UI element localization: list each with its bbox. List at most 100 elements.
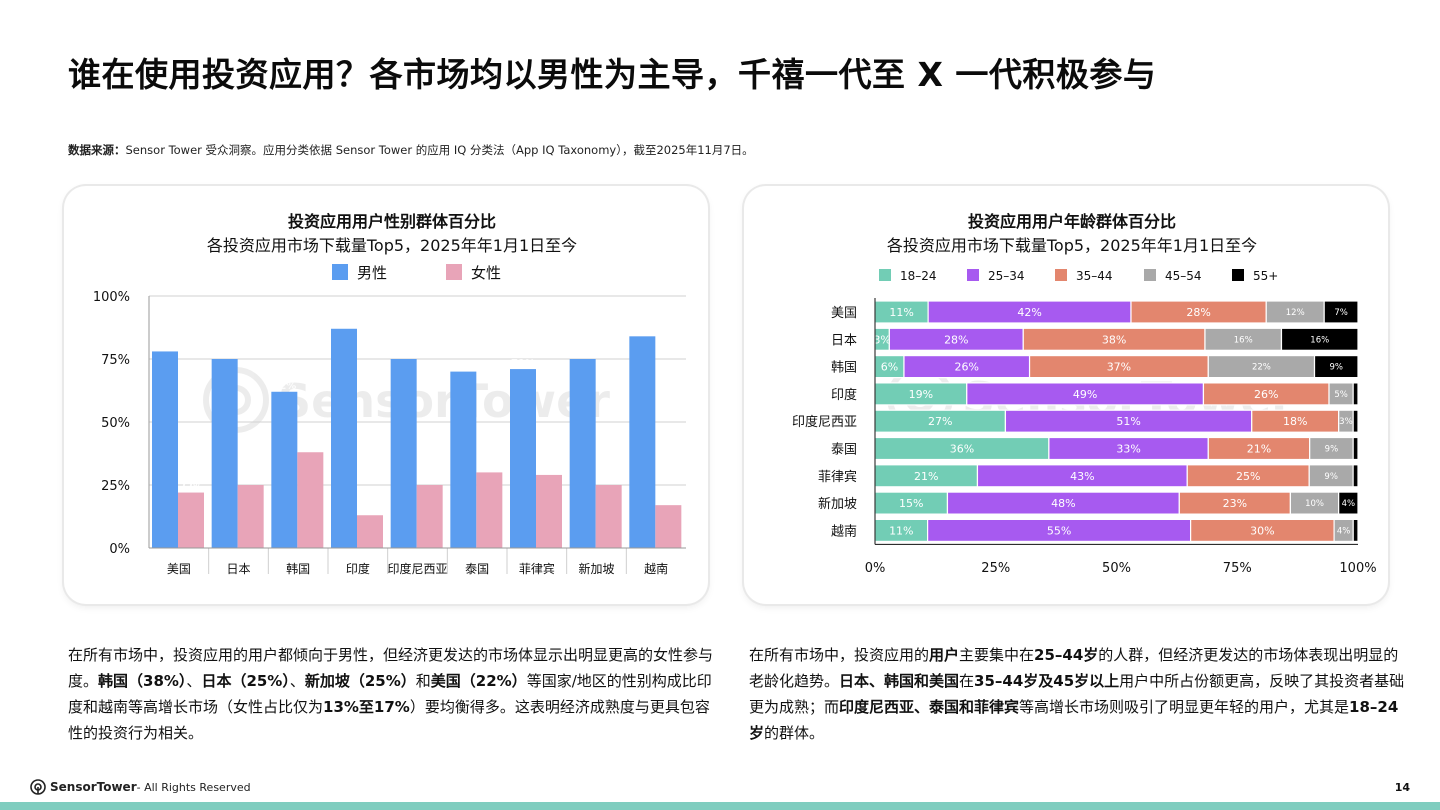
sensortower-logo-icon xyxy=(30,779,46,795)
y-category-label: 泰国 xyxy=(831,443,857,458)
gender-insight-paragraph: 在所有市场中，投资应用的用户都倾向于男性，但经济更发达的市场体显示出明显更高的女… xyxy=(68,642,724,746)
x-tick-label: 100% xyxy=(1339,561,1376,576)
segment-value-label: 9% xyxy=(1324,472,1338,482)
legend-label-female: 女性 xyxy=(471,264,501,282)
bar-value-label: 17% xyxy=(656,494,680,505)
bar-male xyxy=(510,369,536,548)
bar-value-label: 30% xyxy=(477,461,501,472)
gender-insight-run: 等国家/地区的性别构成比印度和越南等高增长市场（女性占比仅为 xyxy=(68,672,712,716)
legend-label-age-group: 18–24 xyxy=(900,269,937,283)
y-tick-label: 100% xyxy=(93,290,130,305)
legend-swatch-age-group xyxy=(1232,269,1244,281)
legend-swatch-age-group xyxy=(967,269,979,281)
age-insight-run: 18–24岁 xyxy=(749,698,1399,742)
age-insight-run: 日本、韩国和美国 xyxy=(839,672,960,690)
gender-chart: 投资应用用户性别群体百分比各投资应用市场下载量Top5，2025年年1月1日至今… xyxy=(93,212,686,576)
bar-value-label: 75% xyxy=(571,348,595,359)
bar-segment xyxy=(1280,327,1359,351)
bar-female xyxy=(178,492,204,548)
legend-swatch-female xyxy=(446,264,462,280)
source-label: 数据来源： xyxy=(68,143,126,157)
gender-insight-run: 韩国（38%） xyxy=(98,672,187,690)
x-tick-label: 印度 xyxy=(346,561,370,576)
y-category-label: 菲律宾 xyxy=(818,469,857,485)
gender-chart-subtitle: 各投资应用市场下载量Top5，2025年年1月1日至今 xyxy=(207,236,577,255)
page-title: 谁在使用投资应用？各市场均以男性为主导，千禧一代至 X 一代积极参与 xyxy=(68,55,1157,94)
bar-segment xyxy=(1352,409,1359,433)
segment-value-label: 38% xyxy=(1102,333,1126,346)
x-tick-label: 泰国 xyxy=(465,562,489,576)
bar-male xyxy=(211,359,238,548)
bar-male xyxy=(569,359,596,548)
bar-value-label: 70% xyxy=(451,361,475,372)
x-tick-label: 印度尼西亚 xyxy=(387,561,447,576)
gender-chart-card: 投资应用用户性别群体百分比 各投资应用市场下载量Top5，2025年年1月1日至今… xyxy=(64,186,708,604)
y-category-label: 越南 xyxy=(831,523,857,539)
age-insight-run: 用户中所占份额更高，反映了其投资者基础更为成熟；而 xyxy=(749,672,1405,716)
age-insight-run: 35–44岁及45岁以上 xyxy=(974,672,1120,690)
age-chart: 投资应用用户年龄群体百分比各投资应用市场下载量Top5，2025年年1月1日至今… xyxy=(792,212,1377,576)
bar-male xyxy=(450,371,477,548)
page-number: 14 xyxy=(1394,781,1410,794)
bar-value-label: 22% xyxy=(179,482,203,493)
bar-value-label: 75% xyxy=(392,348,416,359)
y-tick-label: 50% xyxy=(101,416,130,431)
bar-value-label: 78% xyxy=(153,340,177,351)
bar-female xyxy=(416,485,443,548)
bar-value-label: 87% xyxy=(332,318,356,329)
y-tick-label: 25% xyxy=(101,479,130,494)
segment-value-label: 21% xyxy=(1247,443,1271,456)
age-insight-run: 25–44岁 xyxy=(1034,646,1099,664)
segment-value-label: 21% xyxy=(914,470,938,483)
bar-value-label: 25% xyxy=(239,474,263,485)
bar-value-label: 62% xyxy=(272,381,296,392)
bar-value-label: 25% xyxy=(597,474,621,485)
age-insight-run: 用户 xyxy=(929,646,960,664)
segment-value-label: 26% xyxy=(955,361,979,374)
legend-label-age-group: 45–54 xyxy=(1165,269,1202,283)
watermark-text: SensorTower xyxy=(278,374,610,428)
segment-value-label: 28% xyxy=(1186,306,1210,319)
bar-male xyxy=(629,336,656,548)
segment-value-label: 48% xyxy=(1051,497,1075,510)
gender-insight-run: 13%至17% xyxy=(323,698,410,716)
bar-value-label: 75% xyxy=(213,348,237,359)
bar-segment xyxy=(1352,464,1359,488)
segment-value-label: 51% xyxy=(1116,415,1140,428)
y-category-label: 日本 xyxy=(831,333,857,348)
age-insight-run: 在所有市场中，投资应用的 xyxy=(749,646,930,664)
segment-value-label: 27% xyxy=(928,415,952,428)
y-tick-label: 0% xyxy=(109,542,130,557)
segment-value-label: 4% xyxy=(1342,499,1356,509)
footer-brand: SensorTower xyxy=(50,780,137,794)
segment-value-label: 12% xyxy=(1286,308,1305,318)
segment-value-label: 6% xyxy=(881,361,898,374)
segment-value-label: 26% xyxy=(1254,388,1278,401)
segment-value-label: 7% xyxy=(1334,308,1348,318)
legend-swatch-age-group xyxy=(1144,269,1156,281)
bar-female xyxy=(595,485,622,548)
legend-swatch-male xyxy=(332,264,348,280)
segment-value-label: 28% xyxy=(944,333,968,346)
legend-label-age-group: 55+ xyxy=(1253,269,1278,283)
bar-segment xyxy=(1323,300,1359,324)
x-tick-label: 新加坡 xyxy=(578,561,614,576)
data-source-note: 数据来源：Sensor Tower 受众洞察。应用分类依据 Sensor Tow… xyxy=(68,142,754,158)
bar-female xyxy=(297,452,324,548)
segment-value-label: 10% xyxy=(1305,499,1324,509)
x-tick-label: 0% xyxy=(865,561,886,576)
gender-insight-run: 美国（22%） xyxy=(430,672,527,690)
y-category-label: 美国 xyxy=(831,306,857,321)
x-tick-label: 50% xyxy=(1102,561,1131,576)
segment-value-label: 3% xyxy=(1339,417,1353,427)
bar-female xyxy=(357,515,383,548)
age-insight-run: 在 xyxy=(959,672,975,690)
age-insight-run: 等高增长市场则吸引了明显更年轻的用户，尤其是 xyxy=(1019,698,1350,716)
segment-value-label: 42% xyxy=(1017,306,1041,319)
age-insight-run: 的人群，但经济更发达的市场体表现出明显的老龄化趋势。 xyxy=(749,646,1399,690)
x-tick-label: 25% xyxy=(981,561,1010,576)
segment-value-label: 30% xyxy=(1250,524,1274,537)
segment-value-label: 5% xyxy=(1334,390,1348,400)
age-insight-run: 的群体。 xyxy=(764,724,825,742)
bar-value-label: 71% xyxy=(511,358,535,369)
